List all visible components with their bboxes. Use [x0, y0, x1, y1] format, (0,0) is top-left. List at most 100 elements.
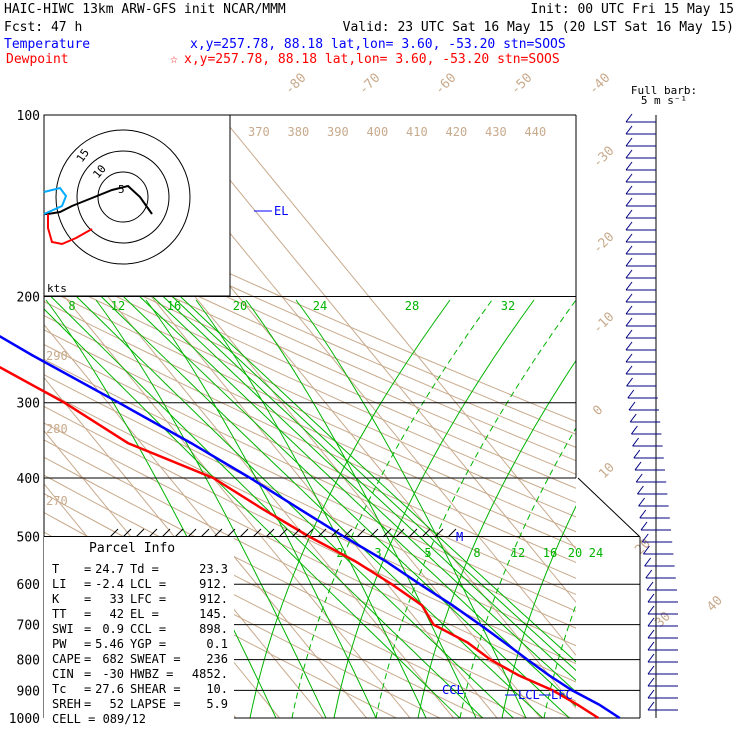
- hatch-mark: [382, 528, 392, 538]
- valid-time: Valid: 23 UTC Sat 16 May 15 (20 LST Sat …: [343, 20, 734, 35]
- dry-adiabat-line: [44, 314, 576, 563]
- parcel-row-value: 912.: [199, 577, 228, 591]
- moist-adiabat-line: [375, 299, 576, 718]
- hatch-mark: [395, 528, 405, 538]
- wind-barb-flag: [647, 629, 655, 639]
- dry-adiabat-line: [44, 273, 576, 518]
- theta-label: 280: [46, 422, 68, 436]
- wind-barb-flag: [643, 545, 650, 555]
- pressure-tick-label: 100: [17, 109, 40, 124]
- parcel-row-value: 23.3: [199, 562, 228, 576]
- parcel-row-name: LAPSE =: [130, 697, 181, 711]
- parcel-row-value: 0.9: [102, 622, 124, 636]
- mixing-ratio-label: 20: [233, 299, 247, 313]
- isotherm-label: 20: [632, 536, 654, 558]
- isotherm-label: -80: [282, 71, 309, 98]
- wind-barb-flag: [647, 605, 655, 615]
- hatch-mark: [187, 528, 197, 538]
- hodograph-ring-5: [97, 171, 149, 223]
- moist-adiabat-line: [543, 603, 576, 718]
- wind-barb-flag: [625, 365, 633, 375]
- moist-adiabat-line: [295, 299, 527, 718]
- wind-barb-flag: [640, 521, 648, 531]
- parcel-row-value: 52: [110, 697, 124, 711]
- pressure-tick-label: 800: [17, 654, 40, 669]
- hatch-mark: [200, 528, 210, 538]
- isotherm-line: [176, 115, 576, 603]
- theta-label: 270: [46, 494, 68, 508]
- wind-barb-flag: [637, 485, 644, 495]
- parcel-row-name: SREH: [52, 697, 81, 711]
- mixing-ratio-label: 32: [501, 299, 515, 313]
- hatch-mark: [304, 528, 314, 538]
- wind-barb-flag: [625, 209, 633, 219]
- wind-barb-flag: [625, 221, 633, 231]
- hatch-mark: [161, 528, 171, 538]
- mixing-ratio-label: 24: [589, 546, 603, 560]
- moist-adiabat-line: [195, 299, 427, 718]
- pressure-tick-label: 400: [17, 472, 40, 487]
- parcel-row-value: 10.: [206, 682, 228, 696]
- hodograph-ring-10: [76, 150, 170, 244]
- isotherm-label: 30: [652, 609, 674, 631]
- temperature-label: Temperature: [4, 37, 90, 52]
- dewpoint-profile-line: [0, 365, 600, 720]
- hatch-mark: [434, 528, 444, 538]
- dry-adiabat-line: [44, 343, 576, 596]
- theta-label: 380: [288, 125, 310, 139]
- moist-adiabat-line: [291, 299, 493, 718]
- moist-adiabat-line: [95, 299, 327, 718]
- dry-adiabat-line: [44, 389, 576, 647]
- parcel-row-name: SWEAT =: [130, 652, 181, 666]
- wind-barb-flag: [646, 581, 654, 591]
- moist-adiabat-line: [249, 299, 451, 718]
- parcel-row-value: 145.: [199, 607, 228, 621]
- parcel-row-value: -30: [102, 667, 124, 681]
- wind-barb-flag: [647, 677, 655, 687]
- dry-adiabat-line: [44, 222, 576, 462]
- isotherm-label: -40: [586, 71, 613, 98]
- parcel-row-name: CCL =: [130, 622, 166, 636]
- pressure-tick-label: 900: [17, 684, 40, 699]
- mixing-ratio-label: 12: [511, 546, 525, 560]
- hatch-mark: [226, 528, 236, 538]
- dewpoint-station-info: x,y=257.78, 88.18 lat,lon= 3.60, -53.20 …: [184, 52, 560, 67]
- wind-barb-flag: [631, 425, 638, 435]
- parcel-row-name: PW: [52, 637, 67, 651]
- ccl-marker-label: CCL: [442, 683, 464, 697]
- wind-barb-flag: [634, 461, 642, 471]
- parcel-row-name: LCL =: [130, 577, 166, 591]
- parcel-row-equals: =: [84, 637, 91, 651]
- theta-label: 400: [367, 125, 389, 139]
- wind-barb-flag: [625, 281, 633, 291]
- hodograph-ring-label-15: 15: [74, 146, 92, 164]
- wind-barbs: [577, 113, 678, 718]
- hodograph-ring-label-5: 5: [118, 183, 125, 196]
- wind-barb-flag: [647, 593, 655, 603]
- level-markers: EL M CCL LCL LFC: [254, 204, 573, 702]
- dry-adiabat-line: [44, 422, 576, 683]
- mixing-ratio-label: 5: [424, 546, 431, 560]
- wind-barb-flag: [647, 653, 655, 663]
- hatch-mark: [252, 528, 262, 538]
- isotherm-label: -50: [508, 71, 535, 98]
- parcel-row-equals: =: [84, 562, 91, 576]
- parcel-row-equals: =: [84, 697, 91, 711]
- mixing-ratio-label: 3: [374, 546, 381, 560]
- mixing-ratio-labels: 8 12 16 20 24 28 322 3 5 8 12 16 20 24: [68, 299, 603, 560]
- mixing-ratio-label: 16: [167, 299, 181, 313]
- wind-barb-flag: [625, 245, 633, 255]
- mixing-ratio-label: 12: [111, 299, 125, 313]
- wind-barb-flag: [625, 185, 633, 195]
- wind-barb-flag: [625, 233, 633, 243]
- wind-barb-flag: [625, 269, 633, 279]
- parcel-row-name: LFC =: [130, 592, 166, 606]
- pressure-tick-label: 700: [17, 619, 40, 634]
- wind-barb-flag: [625, 293, 633, 303]
- parcel-row-name: K: [52, 592, 60, 606]
- moist-adiabat-line: [245, 299, 477, 718]
- theta-labels: 370 380 390 400 410 420 430 440 290 280 270: [46, 125, 546, 508]
- barb-panel-diagonal-upper: [577, 477, 641, 538]
- moist-adiabat-line: [459, 427, 576, 718]
